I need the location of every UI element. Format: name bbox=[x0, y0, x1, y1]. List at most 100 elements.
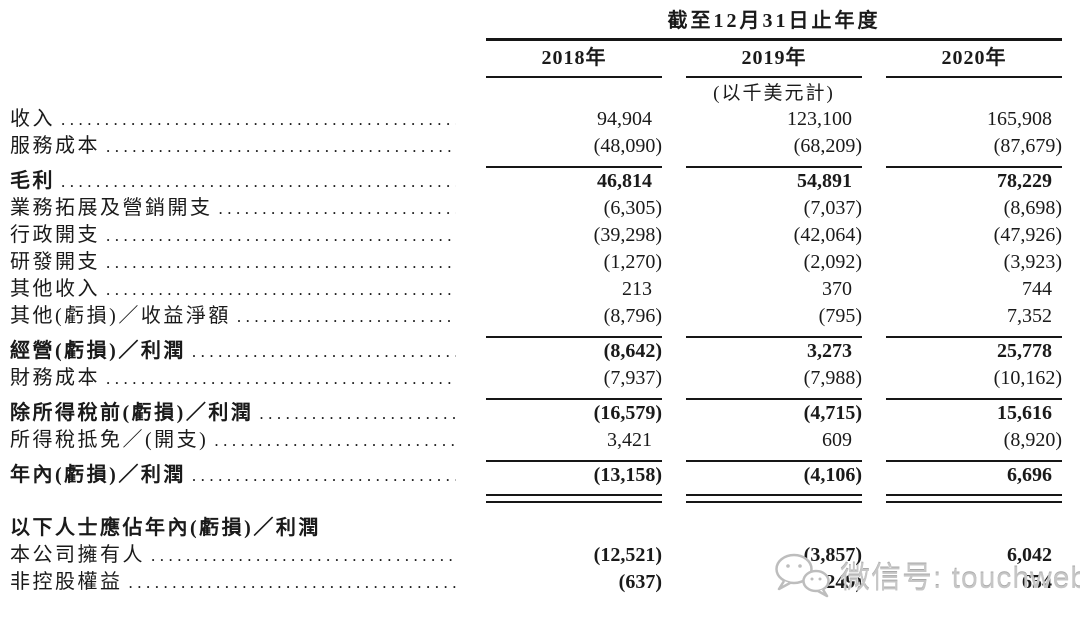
row-label-text: 除所得稅前(虧損)／利潤 bbox=[10, 402, 254, 424]
watermark-text: 微信号: touchweb bbox=[840, 562, 1080, 595]
row-label: 業務拓展及營銷開支 bbox=[10, 195, 486, 222]
year-header-row: 2018年 2019年 2020年 bbox=[10, 41, 1062, 71]
cell-value: (13,158) bbox=[593, 464, 662, 486]
row-label-text: 其他收入 bbox=[10, 278, 100, 300]
dot-leader bbox=[192, 338, 456, 365]
cell-value: (8,920) bbox=[1003, 429, 1062, 451]
cell-value: 370 bbox=[822, 278, 852, 300]
table-row: 除所得稅前(虧損)／利潤 (16,579) (4,715) 15,616 bbox=[10, 400, 1062, 427]
cell-value: (3,923) bbox=[1003, 251, 1062, 273]
cell-value: (42,064) bbox=[793, 224, 862, 246]
cell-value: (795) bbox=[818, 305, 862, 327]
unit-note: (以千美元計) bbox=[713, 83, 835, 104]
dot-leader bbox=[219, 195, 457, 222]
cell-value: (2,092) bbox=[803, 251, 862, 273]
row-label: 研發開支 bbox=[10, 249, 486, 276]
dot-leader bbox=[214, 427, 456, 454]
row-label: 其他收入 bbox=[10, 276, 486, 303]
table-row: 服務成本 (48,090) (68,209) (87,679) bbox=[10, 133, 1062, 160]
column-header-2020: 2020年 bbox=[941, 47, 1007, 69]
dot-leader bbox=[106, 276, 456, 303]
row-label: 除所得稅前(虧損)／利潤 bbox=[10, 400, 486, 427]
single-rule bbox=[10, 392, 1062, 400]
table-row: 行政開支 (39,298) (42,064) (47,926) bbox=[10, 222, 1062, 249]
cell-value: (47,926) bbox=[993, 224, 1062, 246]
table-row: 經營(虧損)／利潤 (8,642) 3,273 25,778 bbox=[10, 338, 1062, 365]
row-label-text: 服務成本 bbox=[10, 135, 100, 157]
section-row: 以下人士應佔年內(虧損)／利潤 bbox=[10, 515, 1062, 542]
cell-value: (7,937) bbox=[603, 367, 662, 389]
double-rule bbox=[10, 489, 1062, 503]
column-header-2019: 2019年 bbox=[741, 47, 807, 69]
cell-value: (8,796) bbox=[603, 305, 662, 327]
row-label-text: 研發開支 bbox=[10, 251, 100, 273]
table-row: 財務成本 (7,937) (7,988) (10,162) bbox=[10, 365, 1062, 392]
row-label: 財務成本 bbox=[10, 365, 486, 392]
row-label: 年內(虧損)／利潤 bbox=[10, 462, 486, 489]
cell-value: 213 bbox=[622, 278, 652, 300]
cell-value: (1,270) bbox=[603, 251, 662, 273]
table-row: 研發開支 (1,270) (2,092) (3,923) bbox=[10, 249, 1062, 276]
column-header-2018: 2018年 bbox=[541, 47, 607, 69]
cell-value: (39,298) bbox=[593, 224, 662, 246]
header-top-rule bbox=[486, 38, 1062, 41]
cell-value: (6,305) bbox=[603, 197, 662, 219]
cell-value: (637) bbox=[618, 571, 662, 593]
table-row: 業務拓展及營銷開支 (6,305) (7,037) (8,698) bbox=[10, 195, 1062, 222]
table-row: 非控股權益 (637) (249) 654 bbox=[10, 569, 1062, 596]
cell-value: (16,579) bbox=[593, 402, 662, 424]
cell-value: 78,229 bbox=[997, 170, 1052, 192]
single-rule bbox=[10, 454, 1062, 462]
cell-value: (249) bbox=[818, 571, 862, 593]
cell-value: 654 bbox=[1022, 571, 1052, 593]
row-label: 毛利 bbox=[10, 168, 486, 195]
cell-value: 3,273 bbox=[807, 340, 852, 362]
dot-leader bbox=[61, 168, 456, 195]
row-label: 其他(虧損)／收益淨額 bbox=[10, 303, 486, 330]
dot-leader bbox=[106, 249, 456, 276]
cell-value: 54,891 bbox=[797, 170, 852, 192]
dot-leader bbox=[106, 133, 456, 160]
row-label: 行政開支 bbox=[10, 222, 486, 249]
row-label: 所得稅抵免／(開支) bbox=[10, 427, 486, 454]
cell-value: 744 bbox=[1022, 278, 1052, 300]
dot-leader bbox=[192, 462, 456, 489]
cell-value: 15,616 bbox=[997, 402, 1052, 424]
row-label-text: 經營(虧損)／利潤 bbox=[10, 340, 186, 362]
dot-leader bbox=[106, 222, 456, 249]
cell-value: (7,988) bbox=[803, 367, 862, 389]
spacer bbox=[10, 503, 1062, 515]
table-row: 年內(虧損)／利潤 (13,158) (4,106) 6,696 bbox=[10, 462, 1062, 489]
row-label-text: 年內(虧損)／利潤 bbox=[10, 464, 186, 486]
dot-leader bbox=[106, 365, 456, 392]
row-label: 收入 bbox=[10, 106, 486, 133]
dot-leader bbox=[259, 400, 456, 427]
cell-value: 123,100 bbox=[787, 108, 852, 130]
single-rule bbox=[10, 160, 1062, 168]
table-row: 其他收入 213 370 744 bbox=[10, 276, 1062, 303]
row-label: 經營(虧損)／利潤 bbox=[10, 338, 486, 365]
dot-leader bbox=[129, 569, 457, 596]
cell-value: 94,904 bbox=[597, 108, 652, 130]
row-label-text: 非控股權益 bbox=[10, 571, 123, 593]
cell-value: (87,679) bbox=[993, 135, 1062, 157]
row-label-text: 其他(虧損)／收益淨額 bbox=[10, 305, 231, 327]
cell-value: 3,421 bbox=[607, 429, 652, 451]
cell-value: (8,698) bbox=[1003, 197, 1062, 219]
cell-value: 46,814 bbox=[597, 170, 652, 192]
row-label-text: 收入 bbox=[10, 108, 55, 130]
income-statement-table: 截至12月31日止年度 2018年 2019年 2020年 (以千美元計) 收入… bbox=[10, 8, 1062, 596]
single-rule bbox=[10, 330, 1062, 338]
wechat-icon bbox=[775, 553, 830, 598]
row-label-text: 財務成本 bbox=[10, 367, 100, 389]
row-label-text: 本公司擁有人 bbox=[10, 544, 145, 566]
table-row: 毛利 46,814 54,891 78,229 bbox=[10, 168, 1062, 195]
row-label: 本公司擁有人 bbox=[10, 542, 486, 569]
cell-value: 165,908 bbox=[987, 108, 1052, 130]
unit-note-row: (以千美元計) bbox=[10, 78, 1062, 106]
dot-leader bbox=[151, 542, 456, 569]
row-label-text: 毛利 bbox=[10, 170, 55, 192]
row-label-text: 業務拓展及營銷開支 bbox=[10, 197, 213, 219]
row-label: 非控股權益 bbox=[10, 569, 486, 596]
